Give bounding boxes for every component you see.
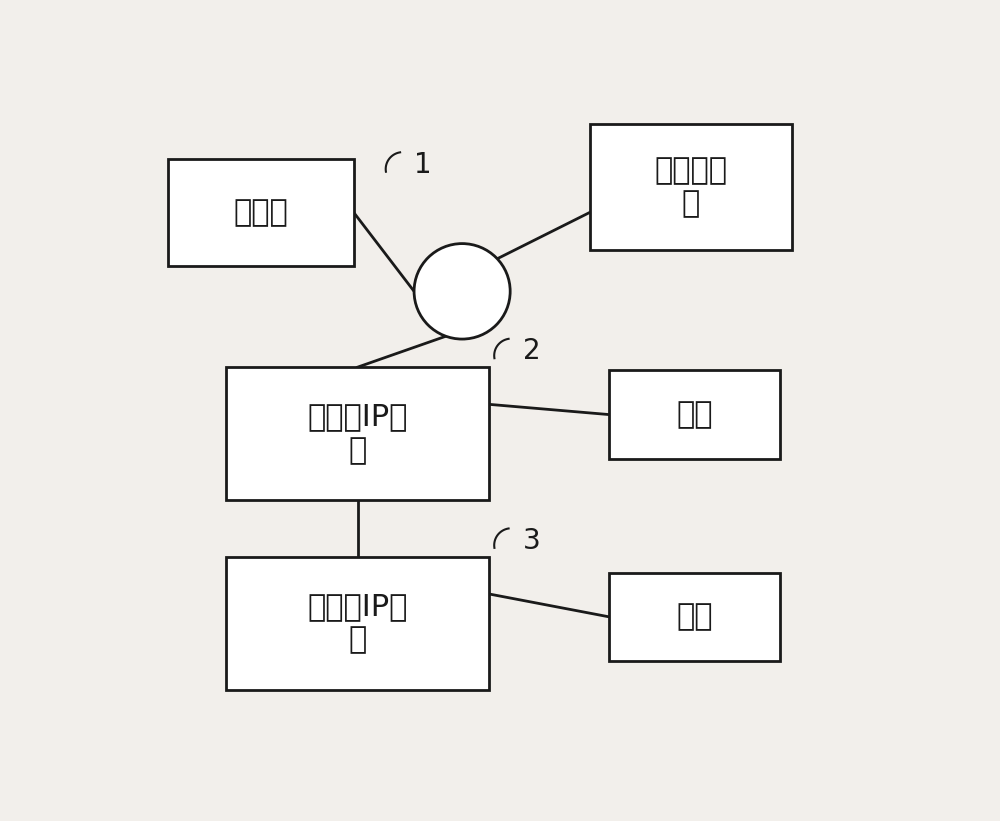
Text: 基站: 基站: [676, 603, 713, 631]
Text: 服务器: 服务器: [233, 198, 288, 227]
Text: 基站: 基站: [676, 400, 713, 429]
Text: 1: 1: [414, 151, 432, 179]
FancyBboxPatch shape: [226, 367, 489, 500]
Text: 基站控制
器: 基站控制 器: [654, 156, 727, 218]
FancyBboxPatch shape: [609, 573, 780, 661]
Ellipse shape: [414, 244, 510, 339]
FancyBboxPatch shape: [168, 158, 354, 266]
Text: 2: 2: [523, 337, 540, 365]
Text: 待上线IP设
备: 待上线IP设 备: [307, 592, 408, 654]
FancyBboxPatch shape: [226, 557, 489, 690]
Text: 已上线IP设
备: 已上线IP设 备: [307, 402, 408, 465]
FancyBboxPatch shape: [609, 370, 780, 459]
Text: 3: 3: [523, 527, 540, 555]
FancyBboxPatch shape: [590, 124, 792, 250]
